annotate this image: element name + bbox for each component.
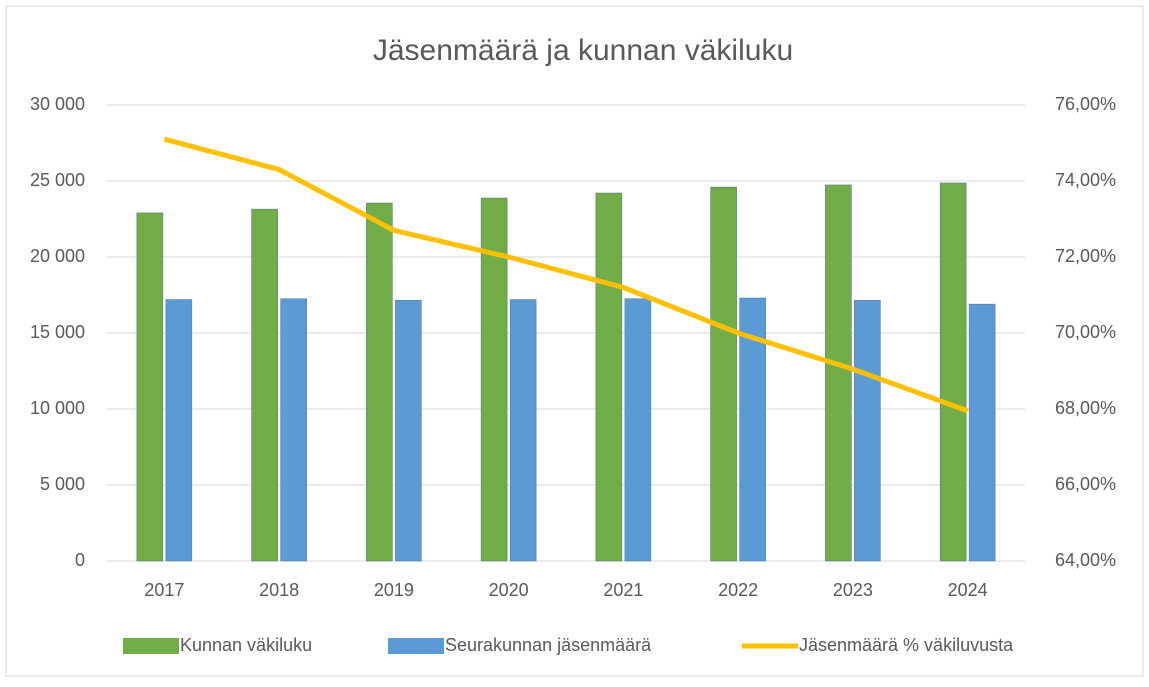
bar <box>480 197 508 562</box>
bar <box>825 184 852 562</box>
x-tick-label: 2019 <box>374 580 414 600</box>
y-tick-label: 25 000 <box>30 170 85 190</box>
y-tick-label: 20 000 <box>30 246 85 266</box>
y2-tick-label: 76,00% <box>1055 94 1116 114</box>
x-tick-label: 2023 <box>833 580 873 600</box>
y2-tick-label: 70,00% <box>1055 322 1116 342</box>
bar <box>136 212 164 562</box>
legend-label: Kunnan väkiluku <box>180 635 312 655</box>
x-tick-label: 2024 <box>948 580 988 600</box>
bar <box>165 299 193 562</box>
y2-tick-label: 64,00% <box>1055 550 1116 570</box>
chart-title: Jäsenmäärä ja kunnan väkiluku <box>373 34 793 67</box>
y2-tick-label: 68,00% <box>1055 398 1116 418</box>
bar <box>854 300 881 562</box>
x-tick-label: 2017 <box>144 580 184 600</box>
bar <box>280 298 307 562</box>
bar <box>251 208 278 562</box>
y-tick-label: 5 000 <box>40 474 85 494</box>
y-tick-label: 0 <box>75 550 85 570</box>
y-tick-label: 10 000 <box>30 398 85 418</box>
bar <box>395 300 422 562</box>
bar <box>595 192 623 562</box>
legend-swatch <box>388 638 444 654</box>
legend-label: Jäsenmäärä % väkiluvusta <box>799 635 1014 655</box>
line <box>163 136 969 414</box>
bar <box>939 182 967 562</box>
y2-tick-label: 72,00% <box>1055 246 1116 266</box>
legend-swatch <box>123 638 179 654</box>
bar <box>366 202 393 562</box>
y2-tick-label: 66,00% <box>1055 474 1116 494</box>
x-tick-label: 2018 <box>259 580 299 600</box>
y-tick-label: 15 000 <box>30 322 85 342</box>
bar <box>968 303 996 562</box>
bar <box>509 299 537 562</box>
y-tick-label: 30 000 <box>30 94 85 114</box>
x-tick-label: 2020 <box>489 580 529 600</box>
x-tick-label: 2022 <box>718 580 758 600</box>
y2-tick-label: 74,00% <box>1055 170 1116 190</box>
legend-label: Seurakunnan jäsenmäärä <box>445 635 652 655</box>
bar <box>710 186 737 562</box>
bar <box>624 298 652 562</box>
x-tick-label: 2021 <box>603 580 643 600</box>
